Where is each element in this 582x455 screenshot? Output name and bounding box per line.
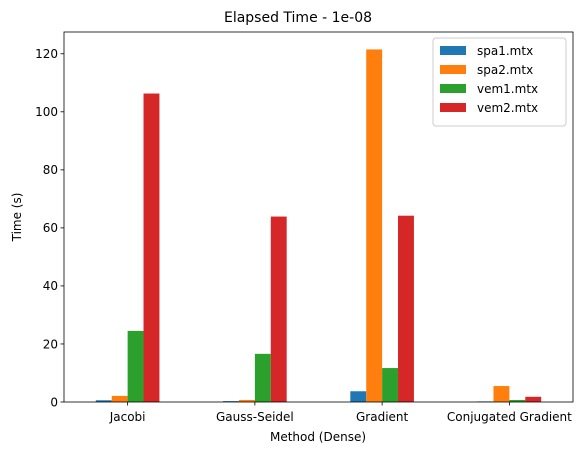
legend-swatch-spa2-mtx (440, 65, 466, 74)
legend-label-spa1-mtx: spa1.mtx (477, 44, 533, 58)
y-tick-label: 100 (35, 105, 58, 119)
bars-group (95, 49, 542, 403)
legend: spa1.mtx spa2.mtx vem1.mtx vem2.mtx (432, 37, 567, 127)
y-axis: 0 20 40 60 80 100 120 (35, 47, 64, 409)
bar-spa1-mtx-gauss-seidel (223, 401, 239, 402)
bar-spa2-mtx-gradient (366, 49, 383, 402)
x-tick-label-conjugated-gradient: Conjugated Gradient (447, 410, 572, 424)
y-tick-label: 0 (50, 395, 58, 409)
legend-label-spa2-mtx: spa2.mtx (477, 63, 533, 77)
y-tick-label: 40 (43, 279, 58, 293)
x-tick-label-gauss-seidel: Gauss-Seidel (216, 410, 294, 424)
legend-label-vem1-mtx: vem1.mtx (477, 82, 538, 96)
bar-spa1-mtx-jacobi (95, 400, 112, 402)
legend-swatch-spa1-mtx (440, 46, 466, 55)
y-axis-label: Time (s) (10, 193, 24, 243)
x-axis: Jacobi Gauss-Seidel Gradient Conjugated Gra… (109, 402, 572, 424)
y-tick-label: 120 (35, 47, 58, 61)
bar-spa2-mtx-gauss-seidel (238, 399, 255, 402)
y-tick-label: 20 (43, 337, 58, 351)
bar-vem2-mtx-jacobi (143, 93, 160, 403)
y-tick-label: 80 (43, 163, 58, 177)
legend-swatch-vem2-mtx (440, 103, 466, 112)
bar-vem1-mtx-gauss-seidel (254, 353, 271, 402)
bar-vem2-mtx-gauss-seidel (270, 216, 287, 402)
legend-swatch-vem1-mtx (440, 84, 466, 93)
bar-vem2-mtx-gradient (398, 215, 414, 402)
chart-title: Elapsed Time - 1e-08 (224, 10, 372, 26)
legend-label-vem2-mtx: vem2.mtx (477, 101, 538, 115)
bar-vem1-mtx-gradient (382, 368, 399, 402)
bar-vem1-mtx-conjugated-gradient (509, 399, 526, 402)
y-tick-label: 60 (43, 221, 58, 235)
x-tick-label-jacobi: Jacobi (109, 410, 146, 424)
bar-vem1-mtx-jacobi (127, 330, 144, 402)
x-axis-label: Method (Dense) (270, 430, 366, 444)
bar-spa2-mtx-jacobi (111, 395, 128, 402)
plot-area-frame (63, 31, 574, 403)
x-tick-label-gradient: Gradient (356, 410, 409, 424)
bar-vem2-mtx-conjugated-gradient (525, 396, 542, 402)
bar-spa1-mtx-gradient (350, 391, 367, 402)
legend-frame (432, 37, 567, 127)
bar-spa2-mtx-conjugated-gradient (493, 386, 510, 402)
